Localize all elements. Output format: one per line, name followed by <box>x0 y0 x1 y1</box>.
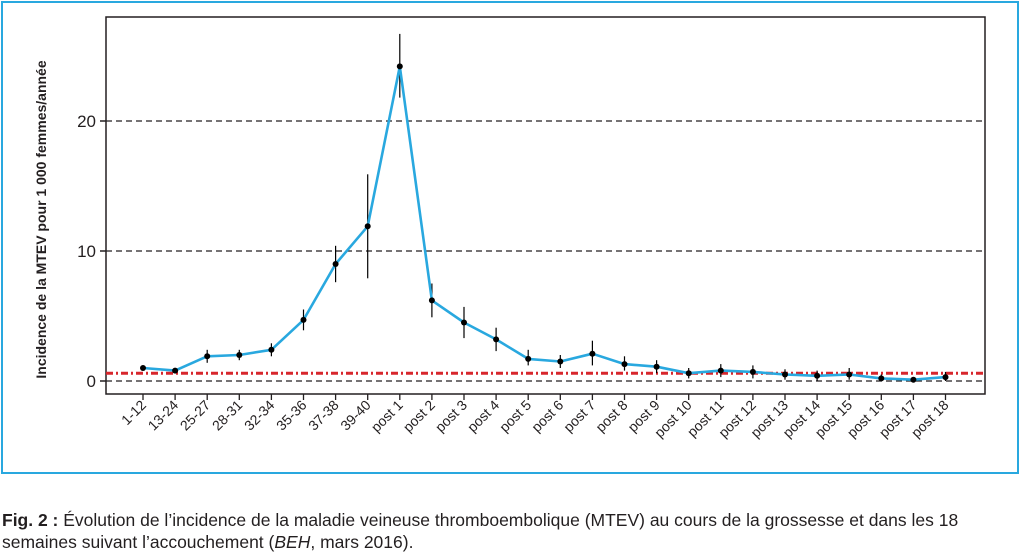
data-point <box>749 368 756 375</box>
caption-text: Évolution de l’incidence de la maladie v… <box>2 510 959 552</box>
data-point <box>428 297 435 304</box>
x-tick-label: post 5 <box>496 397 534 435</box>
data-point <box>461 319 467 326</box>
x-tick-label: post 3 <box>432 397 470 435</box>
y-tick-label: 10 <box>77 242 96 261</box>
figure-number: Fig. 2 : <box>2 510 59 530</box>
x-tick-label: 28-31 <box>209 397 246 434</box>
data-point <box>717 367 724 374</box>
chart: 010201-1213-2425-2728-3132-3435-3637-383… <box>33 16 986 441</box>
y-tick-label: 20 <box>77 112 96 131</box>
data-point <box>140 365 146 371</box>
x-tick-label: 32-34 <box>241 397 278 434</box>
data-point <box>878 375 885 382</box>
data-point <box>653 363 660 370</box>
x-tick-label: 13-24 <box>145 397 182 434</box>
x-tick-label: post 8 <box>592 397 630 435</box>
data-point <box>621 361 628 368</box>
data-point <box>300 316 307 323</box>
data-point <box>493 336 500 343</box>
data-point <box>204 353 211 360</box>
data-point <box>589 350 596 357</box>
y-tick-label: 0 <box>87 372 96 391</box>
series-line <box>142 65 946 382</box>
data-point <box>557 358 564 365</box>
data-point <box>942 374 949 381</box>
data-point <box>910 376 917 383</box>
data-point <box>685 370 692 377</box>
x-tick-label: post 2 <box>400 397 438 435</box>
plot-area <box>105 16 986 395</box>
data-point <box>172 367 179 374</box>
data-point <box>332 261 339 267</box>
data-point <box>364 223 371 230</box>
x-tick-label: post 6 <box>528 397 566 435</box>
x-tick-label: post 1 <box>368 397 406 435</box>
data-point <box>782 371 788 378</box>
data-point <box>525 355 532 362</box>
data-point <box>814 372 821 379</box>
y-axis-title: Incidence de la MTEV pour 1 000 femmes/a… <box>33 60 49 378</box>
data-point <box>846 371 853 378</box>
data-point <box>236 352 243 358</box>
chart-frame <box>1 1 1019 474</box>
caption-text-end: , mars 2016). <box>310 532 414 552</box>
x-tick-label: post 7 <box>560 397 598 435</box>
data-point <box>268 346 275 353</box>
x-tick-label: 25-27 <box>177 397 214 434</box>
x-tick-label: post 4 <box>464 397 502 435</box>
x-tick-label: 39-40 <box>337 397 374 434</box>
x-tick-label: 37-38 <box>305 397 342 434</box>
data-point <box>396 63 403 70</box>
x-tick-label: 35-36 <box>273 397 310 434</box>
figure-caption: Fig. 2 : Évolution de l’incidence de la … <box>2 509 1022 553</box>
caption-source-italic: BEH <box>274 532 311 552</box>
